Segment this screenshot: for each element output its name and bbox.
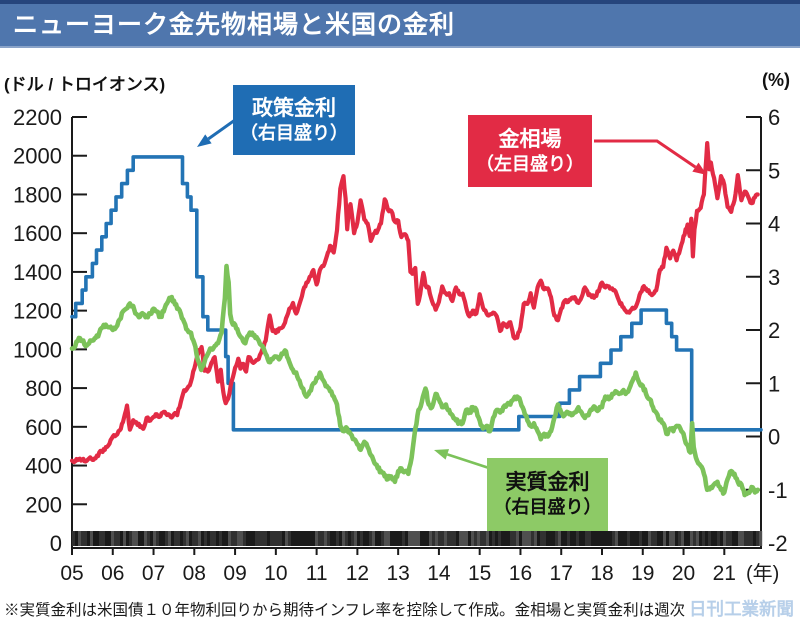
axis-tick-label: 14 xyxy=(427,562,451,585)
real-rate-callout-title: 実質金利 xyxy=(505,471,590,495)
title-bar: ニューヨーク金先物相場と米国の金利 xyxy=(0,0,800,48)
footnote: ※実質金利は米国債１０年物利回りから期待インフレ率を控除して作成。金相場と実質金… xyxy=(4,602,686,619)
gold-price-callout-scale: （左目盛り） xyxy=(476,153,584,174)
axis-tick-label: 2000 xyxy=(13,144,62,169)
right-axis: -2 -1 0 1 2 3 4 5 6 xyxy=(746,105,788,556)
page-title: ニューヨーク金先物相場と米国の金利 xyxy=(13,11,456,39)
real-rate-line xyxy=(69,263,760,498)
axis-tick-label: 1800 xyxy=(13,182,62,207)
axis-tick-label: -1 xyxy=(768,478,788,503)
gold-price-line xyxy=(69,141,760,465)
policy-rate-callout-title: 政策金利 xyxy=(252,96,336,120)
axis-tick-label: 10 xyxy=(264,562,287,585)
axis-tick-label: 3 xyxy=(768,265,780,290)
x-axis: 05 06 07 08 09 10 11 12 13 14 15 16 17 18 19 20 21 (年) xyxy=(60,548,779,585)
axis-tick-label: 1200 xyxy=(13,299,62,324)
gold-callout-arrow xyxy=(594,139,707,175)
axis-tick-label: 21 xyxy=(713,562,736,585)
axis-tick-label: 13 xyxy=(386,562,409,585)
gold-price-callout: 金相場 （左目盛り） xyxy=(468,115,592,187)
axis-tick-label: 600 xyxy=(25,415,62,440)
axis-tick-label: 2200 xyxy=(13,105,62,130)
real-rate-callout: 実質金利 （右目盛り） xyxy=(487,458,608,531)
plot-frame xyxy=(71,117,762,549)
left-axis-unit-label: (ドル / トロイオンス) xyxy=(4,75,166,94)
axis-tick-label: 2 xyxy=(768,318,780,343)
axis-tick-label: 20 xyxy=(672,562,695,585)
axis-tick-label: -2 xyxy=(768,531,788,556)
axis-tick-label: 6 xyxy=(768,105,780,130)
axis-tick-label: 1 xyxy=(768,371,780,396)
gold-price-callout-title: 金相場 xyxy=(498,127,562,151)
axis-tick-label: 1600 xyxy=(13,221,62,246)
axis-tick-label: 12 xyxy=(346,562,369,585)
axis-tick-label: 0 xyxy=(768,425,780,450)
axis-tick-label: 800 xyxy=(25,376,62,401)
policy-rate-line xyxy=(70,155,763,432)
axis-tick-label: 200 xyxy=(25,492,62,517)
axis-tick-label: 1000 xyxy=(13,337,62,362)
baseline-band xyxy=(72,531,763,546)
policy-callout-arrow xyxy=(197,118,236,147)
axis-tick-label: 08 xyxy=(183,562,206,585)
axis-tick-label: 4 xyxy=(768,212,780,237)
policy-rate-callout-scale: （右目盛り） xyxy=(240,122,348,143)
axis-tick-label: 19 xyxy=(631,562,654,585)
axis-tick-label: 15 xyxy=(468,562,491,585)
axis-tick-label: 16 xyxy=(509,562,532,585)
axis-tick-label: 5 xyxy=(768,158,780,183)
axis-tick-label: 17 xyxy=(550,562,573,585)
axis-tick-label: 1400 xyxy=(13,260,62,285)
axis-tick-label: (年) xyxy=(746,562,779,585)
left-axis: 0 200 400 600 800 1000 1200 1400 1600 1800 2000 220… xyxy=(13,105,87,556)
axis-tick-label: 09 xyxy=(223,562,246,585)
policy-rate-callout: 政策金利 （右目盛り） xyxy=(233,85,355,155)
axis-tick-label: 06 xyxy=(101,562,124,585)
axis-tick-label: 0 xyxy=(50,531,62,556)
real-rate-callout-scale: （右目盛り） xyxy=(493,497,602,518)
axis-tick-label: 07 xyxy=(142,562,165,585)
right-axis-unit-label: (%) xyxy=(762,70,790,90)
real-callout-arrow xyxy=(434,449,490,470)
axis-tick-label: 05 xyxy=(60,562,83,585)
axis-tick-label: 18 xyxy=(590,562,613,585)
axis-tick-label: 11 xyxy=(306,562,328,585)
publisher-watermark: 日刊工業新聞 xyxy=(685,596,794,621)
axis-tick-label: 400 xyxy=(25,454,62,479)
